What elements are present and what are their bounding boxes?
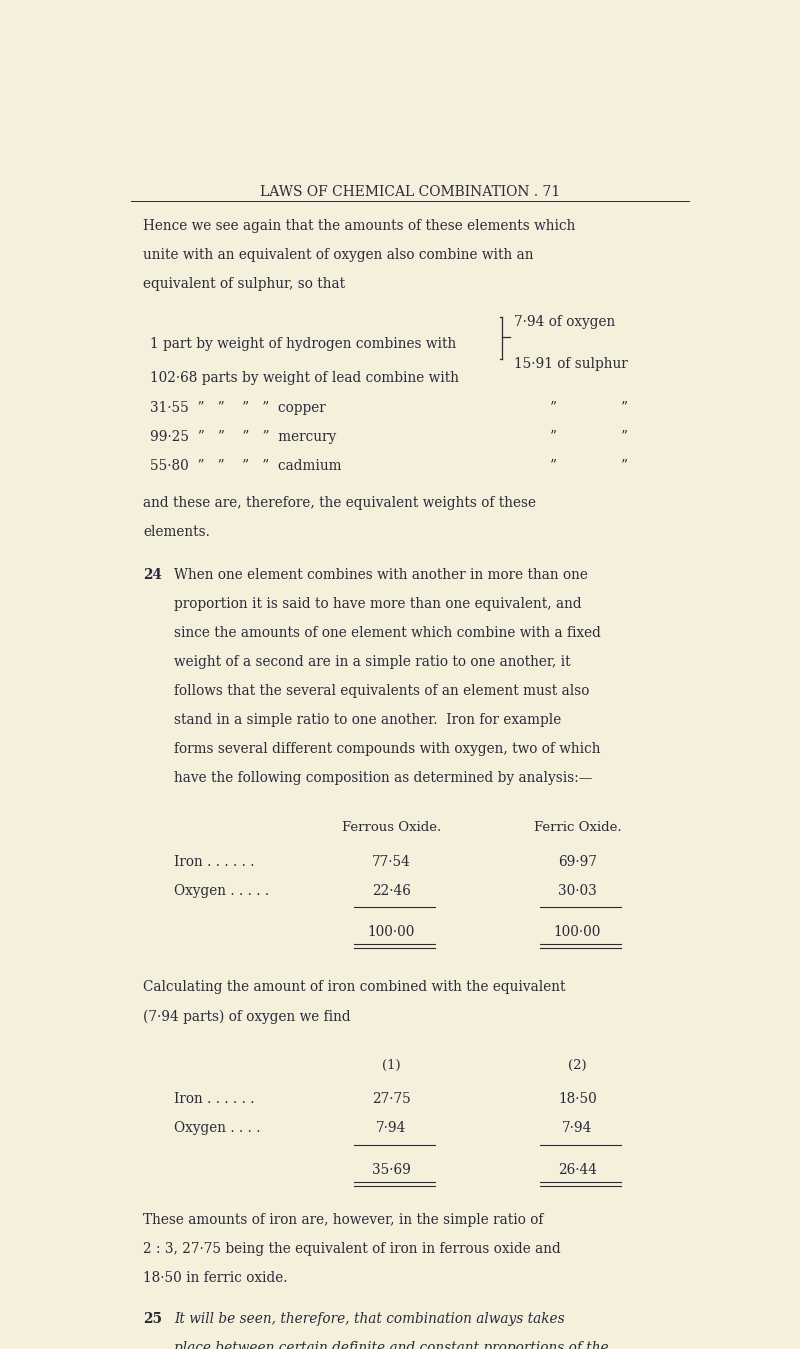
Text: 35·69: 35·69 xyxy=(372,1163,411,1178)
Text: elements.: elements. xyxy=(143,525,210,540)
Text: since the amounts of one element which combine with a fixed: since the amounts of one element which c… xyxy=(174,626,602,639)
Text: 100·00: 100·00 xyxy=(368,925,415,939)
Text: and these are, therefore, the equivalent weights of these: and these are, therefore, the equivalent… xyxy=(143,496,536,510)
Text: have the following composition as determined by analysis:—: have the following composition as determ… xyxy=(174,772,593,785)
Text: It will be seen, therefore, that combination always takes: It will be seen, therefore, that combina… xyxy=(174,1311,565,1326)
Text: ”: ” xyxy=(550,459,557,472)
Text: Oxygen . . . . .: Oxygen . . . . . xyxy=(174,884,270,897)
Text: 30·03: 30·03 xyxy=(558,884,597,897)
Text: When one element combines with another in more than one: When one element combines with another i… xyxy=(174,568,588,581)
Text: 2 : 3, 27·75 being the equivalent of iron in ferrous oxide and: 2 : 3, 27·75 being the equivalent of iro… xyxy=(143,1242,561,1256)
Text: Calculating the amount of iron combined with the equivalent: Calculating the amount of iron combined … xyxy=(143,981,566,994)
Text: ”: ” xyxy=(550,430,557,444)
Text: follows that the several equivalents of an element must also: follows that the several equivalents of … xyxy=(174,684,590,699)
Text: 27·75: 27·75 xyxy=(372,1093,410,1106)
Text: 55·80  ”   ”    ”   ”  cadmium: 55·80 ” ” ” ” cadmium xyxy=(150,459,341,472)
Text: ”: ” xyxy=(621,401,628,414)
Text: 69·97: 69·97 xyxy=(558,854,597,869)
Text: unite with an equivalent of oxygen also combine with an: unite with an equivalent of oxygen also … xyxy=(143,248,534,262)
Text: 25: 25 xyxy=(143,1311,162,1326)
Text: 7·94 of oxygen: 7·94 of oxygen xyxy=(514,314,614,329)
Text: forms several different compounds with oxygen, two of which: forms several different compounds with o… xyxy=(174,742,601,757)
Text: Iron . . . . . .: Iron . . . . . . xyxy=(174,854,255,869)
Text: ”: ” xyxy=(621,459,628,472)
Text: 15·91 of sulphur: 15·91 of sulphur xyxy=(514,357,627,371)
Text: 31·55  ”   ”    ”   ”  copper: 31·55 ” ” ” ” copper xyxy=(150,401,326,414)
Text: proportion it is said to have more than one equivalent, and: proportion it is said to have more than … xyxy=(174,596,582,611)
Text: 24: 24 xyxy=(143,568,162,581)
Text: 102·68 parts by weight of lead combine with: 102·68 parts by weight of lead combine w… xyxy=(150,371,458,386)
Text: LAWS OF CHEMICAL COMBINATION . 71: LAWS OF CHEMICAL COMBINATION . 71 xyxy=(260,185,560,198)
Text: ”: ” xyxy=(621,430,628,444)
Text: (1): (1) xyxy=(382,1059,401,1072)
Text: Iron . . . . . .: Iron . . . . . . xyxy=(174,1093,255,1106)
Text: 26·44: 26·44 xyxy=(558,1163,597,1178)
Text: (2): (2) xyxy=(568,1059,586,1072)
Text: Hence we see again that the amounts of these elements which: Hence we see again that the amounts of t… xyxy=(143,219,576,233)
Text: Ferrous Oxide.: Ferrous Oxide. xyxy=(342,822,441,834)
Text: Ferric Oxide.: Ferric Oxide. xyxy=(534,822,622,834)
Text: 77·54: 77·54 xyxy=(372,854,411,869)
Text: equivalent of sulphur, so that: equivalent of sulphur, so that xyxy=(143,277,346,291)
Text: 18·50: 18·50 xyxy=(558,1093,597,1106)
Text: 7·94: 7·94 xyxy=(562,1121,593,1136)
Text: ”: ” xyxy=(550,401,557,414)
Text: 22·46: 22·46 xyxy=(372,884,411,897)
Text: 100·00: 100·00 xyxy=(554,925,601,939)
Text: weight of a second are in a simple ratio to one another, it: weight of a second are in a simple ratio… xyxy=(174,656,571,669)
Text: 7·94: 7·94 xyxy=(376,1121,406,1136)
Text: These amounts of iron are, however, in the simple ratio of: These amounts of iron are, however, in t… xyxy=(143,1213,544,1226)
Text: stand in a simple ratio to one another.  Iron for example: stand in a simple ratio to one another. … xyxy=(174,714,562,727)
Text: 1 part by weight of hydrogen combines with: 1 part by weight of hydrogen combines wi… xyxy=(150,337,456,351)
Text: Oxygen . . . .: Oxygen . . . . xyxy=(174,1121,261,1136)
Text: (7·94 parts) of oxygen we find: (7·94 parts) of oxygen we find xyxy=(143,1009,351,1024)
Text: place between certain definite and constant proportions of the: place between certain definite and const… xyxy=(174,1341,609,1349)
Text: 99·25  ”   ”    ”   ”  mercury: 99·25 ” ” ” ” mercury xyxy=(150,430,336,444)
Text: 18·50 in ferric oxide.: 18·50 in ferric oxide. xyxy=(143,1271,288,1286)
